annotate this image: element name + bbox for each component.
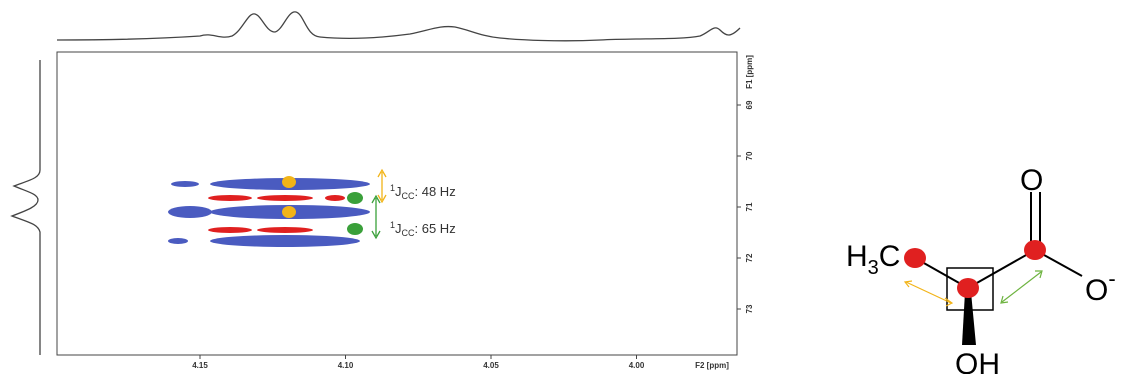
- methyl-group: H3C: [846, 240, 900, 279]
- carboxylate-oxygen: O-: [1085, 266, 1116, 307]
- superscript: 1: [390, 183, 395, 193]
- x-tick-label: 4.15: [192, 361, 208, 370]
- x-tick-label: 4.10: [338, 361, 354, 370]
- y-tick-label: 72: [745, 253, 754, 262]
- atom: H: [846, 240, 868, 273]
- x-tick-label: 4.00: [629, 361, 645, 370]
- charge: -: [1108, 266, 1115, 291]
- coupling-arrows: [371, 168, 387, 240]
- y-tick-label: 73: [745, 304, 754, 313]
- plot-frame: [56, 51, 738, 356]
- x-axis-label: F2 [ppm]: [695, 361, 729, 370]
- superscript: 1: [390, 220, 395, 230]
- coupling-label: 1JCC: 48 Hz: [390, 183, 456, 201]
- atom: O: [1085, 274, 1108, 307]
- y-tick-label: 71: [745, 202, 754, 211]
- coupling-label: 1JCC: 65 Hz: [390, 220, 456, 238]
- count: 3: [868, 257, 879, 279]
- symbol: J: [395, 221, 402, 236]
- atom: C: [879, 240, 901, 273]
- carbonyl-oxygen: O: [1020, 164, 1043, 197]
- hydroxyl-group: OH: [955, 348, 1000, 374]
- left-projection: [10, 60, 41, 355]
- molecule: [903, 192, 1083, 345]
- subscript: CC: [402, 191, 415, 201]
- subscript: CC: [402, 228, 415, 238]
- y-axis-label: F1 [ppm]: [745, 55, 754, 89]
- symbol: J: [395, 184, 402, 199]
- y-tick-label: 69: [745, 100, 754, 109]
- x-tick-label: 4.05: [483, 361, 499, 370]
- value-text: : 48 Hz: [415, 184, 456, 199]
- contours: [168, 176, 370, 247]
- top-projection: [56, 11, 741, 42]
- value-text: : 65 Hz: [415, 221, 456, 236]
- y-tick-label: 70: [745, 151, 754, 160]
